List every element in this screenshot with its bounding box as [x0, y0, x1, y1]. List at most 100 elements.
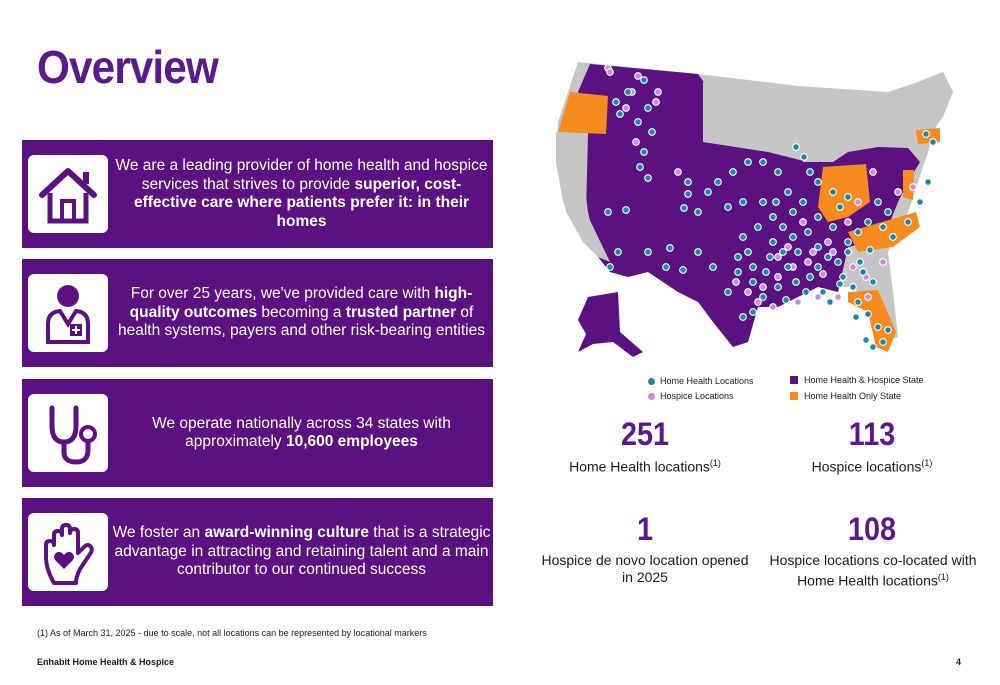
- map-state-north-carolina: [848, 212, 920, 252]
- location-marker: [839, 273, 847, 281]
- location-marker: [784, 243, 792, 251]
- location-marker: [829, 223, 837, 231]
- location-marker: [606, 68, 614, 76]
- location-marker: [836, 203, 844, 211]
- teal-dot-icon: [648, 377, 655, 385]
- card-text: For over 25 years, we've provided care w…: [117, 285, 485, 340]
- location-marker: [774, 273, 782, 281]
- location-marker: [779, 223, 787, 231]
- location-markers: [604, 64, 937, 351]
- location-marker: [724, 203, 732, 211]
- location-marker: [794, 248, 802, 256]
- location-marker: [616, 110, 624, 118]
- location-marker: [854, 298, 862, 306]
- location-marker: [772, 198, 780, 206]
- location-marker: [732, 278, 740, 286]
- location-marker: [674, 168, 682, 176]
- map-gray-northeast: [878, 72, 953, 142]
- location-marker: [614, 248, 622, 256]
- location-marker: [916, 198, 924, 206]
- location-marker: [884, 208, 892, 216]
- location-marker: [819, 270, 827, 278]
- location-marker: [834, 293, 842, 301]
- location-marker: [869, 278, 877, 286]
- location-marker: [879, 223, 887, 231]
- location-marker: [799, 198, 807, 206]
- location-marker: [779, 248, 787, 256]
- location-marker: [806, 273, 814, 281]
- map-state-oregon: [558, 92, 608, 134]
- location-marker: [864, 293, 872, 301]
- location-marker: [636, 163, 644, 171]
- location-marker: [759, 283, 767, 291]
- location-marker: [652, 98, 660, 106]
- location-marker: [759, 158, 767, 166]
- stat-denovo-value: 1: [636, 511, 654, 547]
- stat-colocated-label: Hospice locations co-located with Home H…: [769, 552, 977, 589]
- location-marker: [739, 233, 747, 241]
- location-marker: [864, 310, 872, 318]
- location-marker: [782, 296, 790, 304]
- stat-hospice-value: 113: [848, 416, 896, 452]
- stat-denovo-label: Hospice de novo location opened in 2025: [541, 552, 749, 585]
- location-marker: [854, 228, 862, 236]
- location-marker: [666, 244, 674, 252]
- location-marker: [739, 198, 747, 206]
- location-marker: [866, 246, 874, 254]
- location-marker: [854, 198, 862, 206]
- location-marker: [814, 243, 822, 251]
- location-marker: [824, 253, 832, 261]
- stat-hospice-label: Hospice locations(1): [811, 458, 933, 475]
- location-marker: [834, 258, 842, 266]
- location-marker: [604, 208, 612, 216]
- location-marker: [799, 218, 807, 226]
- location-marker: [640, 148, 648, 156]
- location-marker: [624, 88, 632, 96]
- location-marker: [879, 338, 887, 346]
- location-marker: [739, 313, 747, 321]
- location-marker: [694, 208, 702, 216]
- location-marker: [844, 248, 852, 256]
- location-marker: [769, 303, 777, 311]
- stat-colocated-value: 108: [847, 511, 897, 547]
- location-marker: [744, 158, 752, 166]
- location-marker: [874, 198, 882, 206]
- location-marker: [814, 263, 822, 271]
- hand-heart-icon: [28, 513, 108, 591]
- location-marker: [762, 268, 770, 276]
- location-marker: [662, 263, 670, 271]
- location-marker: [654, 88, 662, 96]
- location-marker: [744, 248, 752, 256]
- location-marker: [766, 253, 774, 261]
- location-marker: [648, 128, 656, 136]
- map-gray-north: [703, 82, 808, 162]
- location-marker: [789, 233, 797, 241]
- location-marker: [759, 198, 767, 206]
- location-marker: [754, 223, 762, 231]
- location-marker: [862, 336, 870, 344]
- card-text: We foster an award-winning culture that …: [112, 524, 491, 579]
- location-marker: [800, 153, 808, 161]
- location-marker: [622, 206, 630, 214]
- location-marker: [749, 278, 757, 286]
- location-marker: [844, 238, 852, 246]
- location-marker: [634, 72, 642, 80]
- card-home-care: We are a leading provider of home health…: [22, 140, 493, 248]
- location-marker: [844, 193, 852, 201]
- location-marker: [606, 263, 614, 271]
- location-marker: [684, 190, 692, 198]
- card-text: We are a leading provider of home health…: [115, 157, 488, 230]
- card-quality-outcomes: For over 25 years, we've provided care w…: [22, 259, 493, 367]
- card-national-presence: We operate nationally across 34 states w…: [22, 379, 493, 487]
- location-marker: [829, 248, 837, 256]
- location-marker: [826, 298, 834, 306]
- legend-hospice-locations: Hospice Locations: [648, 391, 734, 401]
- card-culture: We foster an award-winning culture that …: [22, 498, 493, 606]
- map-state-new-jersey: [903, 170, 914, 200]
- location-marker: [632, 138, 640, 146]
- legend-home-health-locations: Home Health Locations: [648, 376, 754, 386]
- doctor-icon: [28, 274, 108, 352]
- legend-hh-hospice-state: Home Health & Hospice State: [790, 375, 924, 385]
- location-marker: [929, 138, 937, 146]
- map-state-florida: [848, 290, 896, 352]
